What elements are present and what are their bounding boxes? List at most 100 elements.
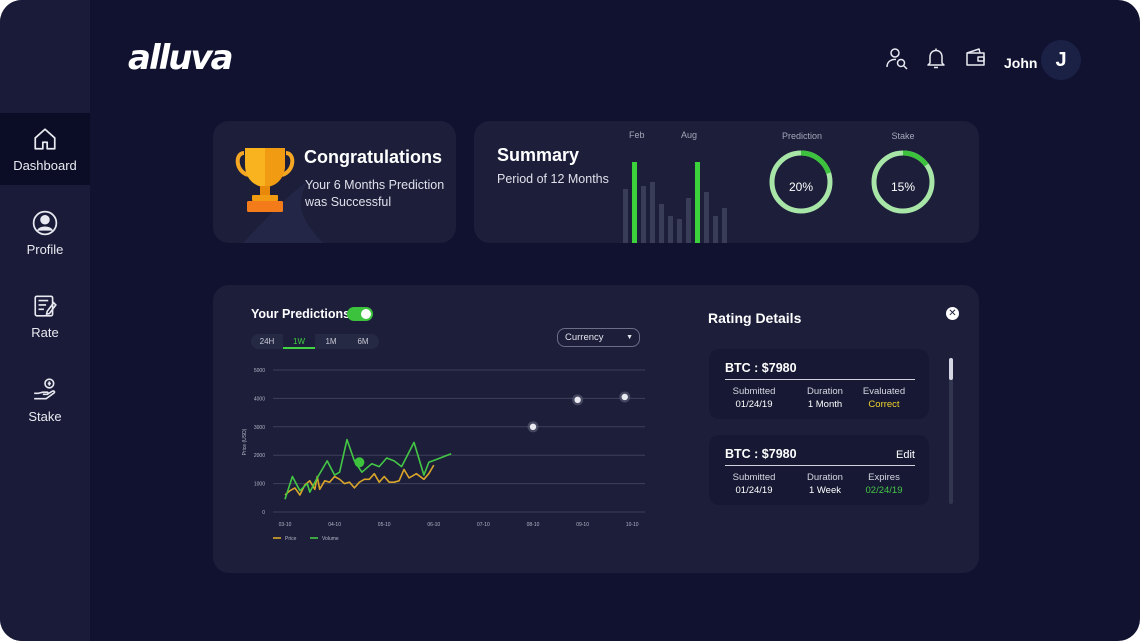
trophy-icon [235, 148, 295, 212]
bar-label-feb: Feb [629, 130, 645, 140]
edit-button[interactable]: Edit [896, 449, 915, 461]
tab-24h[interactable]: 24H [259, 337, 275, 346]
rating-item-title: BTC : $7980 [725, 447, 797, 461]
x-tick-label: 10-10 [626, 522, 639, 528]
col-label: Duration [807, 386, 843, 397]
tab-1w[interactable]: 1W [283, 334, 315, 349]
x-tick-label: 06-10 [427, 522, 440, 528]
summary-bar [659, 204, 664, 243]
rate-icon [34, 294, 57, 317]
stake-ring-fill [871, 150, 935, 214]
status-value: 02/24/19 [865, 485, 903, 496]
col-value: 01/24/19 [735, 485, 773, 496]
x-tick-label: 09-10 [576, 522, 589, 528]
summary-bar [695, 162, 700, 243]
bell-icon[interactable] [924, 46, 948, 70]
prediction-label: Prediction [781, 131, 823, 141]
user-name[interactable]: John [1004, 55, 1038, 71]
col-label: Submitted [732, 386, 776, 397]
col-label: Expires [868, 472, 900, 483]
summary-bar [668, 216, 673, 243]
sidebar-item-profile[interactable]: Profile [0, 197, 90, 269]
summary-bar [623, 189, 628, 243]
summary-title: Summary [497, 145, 580, 165]
congrats-card: Congratulations Your 6 Months Prediction… [213, 121, 456, 243]
x-tick-label: 04-10 [328, 522, 341, 528]
divider [725, 465, 915, 466]
col-label: Duration [807, 472, 843, 483]
sidebar: Dashboard Profile Rate Stake [0, 0, 90, 641]
rating-title: Rating Details [708, 310, 802, 326]
rating-item[interactable]: BTC : $7980 Submitted 01/24/19 Duration … [709, 349, 929, 419]
tab-1m[interactable]: 1M [325, 337, 337, 346]
summary-bar [713, 216, 718, 243]
sidebar-item-label: Dashboard [13, 157, 77, 173]
submitted-col: Submitted 01/24/19 [719, 471, 789, 497]
avatar[interactable]: J [1041, 40, 1081, 80]
y-tick-label: 2000 [254, 453, 265, 459]
sidebar-item-rate[interactable]: Rate [0, 280, 90, 352]
sidebar-item-stake[interactable]: Stake [0, 364, 90, 436]
congrats-message: Your 6 Months Prediction was Successful [305, 178, 445, 209]
sidebar-item-dashboard[interactable]: Dashboard [0, 113, 90, 185]
evaluated-col: Evaluated Correct [849, 385, 919, 411]
col-value: 1 Week [808, 485, 842, 496]
currency-label: Currency [565, 332, 604, 343]
prediction-point[interactable] [574, 396, 581, 404]
user-search-icon[interactable] [885, 46, 909, 70]
wallet-icon[interactable] [964, 46, 988, 70]
expires-col: Expires 02/24/19 [849, 471, 919, 497]
status-value: Correct [868, 399, 900, 410]
summary-bar [677, 219, 682, 243]
submitted-col: Submitted 01/24/19 [719, 385, 789, 411]
scrollbar-thumb[interactable] [949, 358, 953, 380]
stake-ring [871, 150, 935, 214]
home-icon [34, 127, 56, 150]
summary-bar-chart [623, 162, 727, 243]
x-tick-label: 05-10 [378, 522, 391, 528]
predictions-card: Your Predictions 24H 1W 1M 6M Currency ▼… [213, 285, 979, 573]
summary-bar [641, 186, 646, 243]
summary-bar [704, 192, 709, 243]
x-tick-label: 07-10 [477, 522, 490, 528]
series-line-price [284, 464, 435, 496]
duration-col: Duration 1 Month [790, 385, 860, 411]
predictions-toggle[interactable] [347, 307, 373, 321]
brand-logo[interactable]: alluva [128, 38, 234, 78]
col-label: Submitted [732, 472, 776, 483]
summary-bar [686, 198, 691, 243]
legend-label: Volume [322, 536, 339, 542]
summary-bar [632, 162, 637, 243]
tab-6m[interactable]: 6M [357, 337, 369, 346]
sidebar-item-label: Profile [26, 241, 64, 257]
predictions-title: Your Predictions [251, 307, 351, 321]
close-button[interactable]: ✕ [946, 307, 959, 320]
y-tick-label: 1000 [254, 482, 265, 488]
col-value: 1 Month [807, 399, 843, 410]
prediction-ring [769, 150, 833, 214]
prediction-point[interactable] [621, 393, 628, 401]
x-tick-label: 03-10 [279, 522, 292, 528]
rating-item[interactable]: BTC : $7980 Edit Submitted 01/24/19 Dura… [709, 435, 929, 505]
prediction-ring-fill [769, 150, 833, 214]
col-value: 01/24/19 [735, 399, 773, 410]
currency-select[interactable]: Currency ▼ [557, 328, 640, 347]
y-tick-label: 4000 [254, 396, 265, 402]
card-decoration [243, 181, 323, 243]
y-axis-label: Price (USD) [242, 428, 248, 455]
stake-label: Stake [891, 131, 915, 141]
user-icon [32, 210, 58, 235]
summary-card: Summary Period of 12 Months Feb Aug Pred… [474, 121, 979, 243]
sidebar-item-label: Stake [28, 408, 62, 424]
legend-label: Price [285, 536, 297, 542]
series-line-volume [284, 438, 452, 500]
summary-bar [722, 208, 727, 243]
time-range-tabs: 24H 1W 1M 6M [251, 334, 379, 349]
x-tick-label: 08-10 [527, 522, 540, 528]
prediction-value: 20% [788, 180, 814, 194]
predictions-line-chart: 0 1000 2000 3000 4000 5000 Price (USD) 03-10 04-… [242, 368, 645, 542]
scrollbar[interactable] [949, 358, 953, 504]
prediction-point[interactable] [529, 423, 537, 430]
highlight-point[interactable] [354, 457, 365, 468]
rating-item-title: BTC : $7980 [725, 361, 797, 375]
